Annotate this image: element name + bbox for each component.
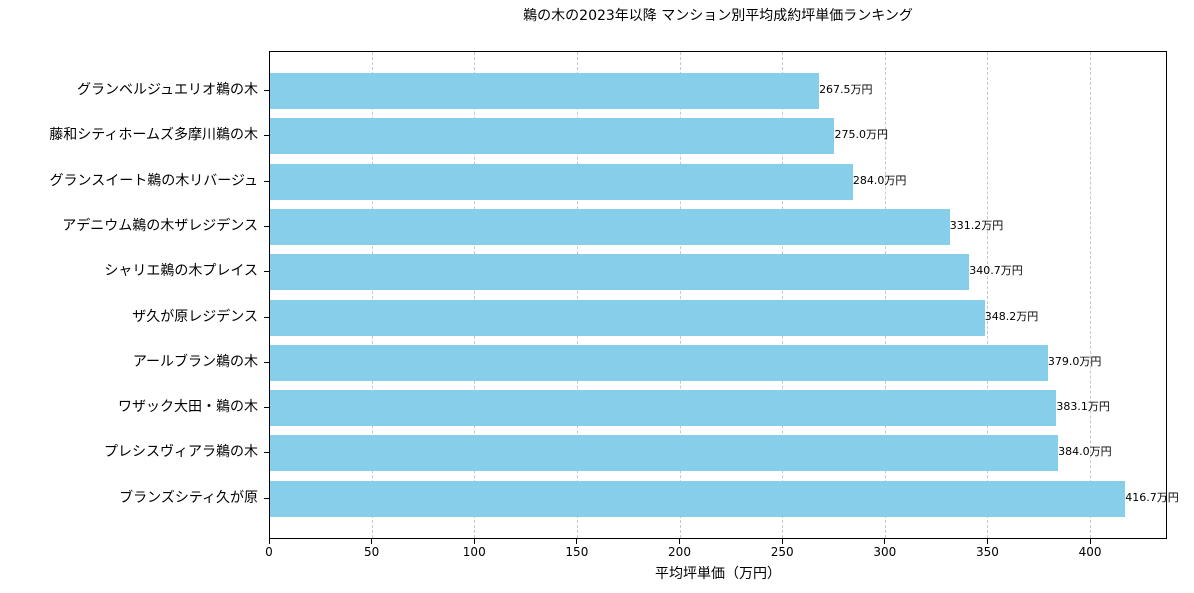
y-tick	[264, 407, 269, 409]
y-tick-label: ブランズシティ久が原	[119, 489, 258, 506]
bar	[270, 118, 835, 155]
x-tick	[679, 539, 680, 544]
x-tick	[781, 539, 783, 544]
bar-value-label: 331.2万円	[949, 218, 1004, 232]
x-tick	[473, 539, 475, 544]
gridline	[782, 52, 784, 538]
gridline	[1090, 52, 1092, 538]
bar-value-label: 416.7万円	[1125, 490, 1179, 504]
bar-value-label: 348.2万円	[984, 309, 1039, 323]
y-tick	[264, 316, 269, 318]
y-tick	[264, 361, 269, 363]
bar	[270, 208, 950, 245]
x-tick-label: 250	[770, 545, 794, 559]
x-tick-label: 400	[1078, 545, 1102, 559]
gridline	[679, 52, 681, 538]
bar	[270, 390, 1057, 427]
x-axis-title: 平均坪単価（万円）	[655, 566, 781, 582]
gridline	[884, 52, 886, 538]
bar-value-label: 267.5万円	[819, 83, 873, 96]
bar	[270, 480, 1126, 517]
x-tick	[986, 539, 988, 544]
bar-value-label: 284.0万円	[852, 173, 907, 187]
x-tick-label: 150	[565, 545, 589, 559]
y-tick-label: シャリエ鵜の木プレイス	[104, 263, 258, 280]
y-tick	[264, 225, 269, 227]
plot-area	[269, 51, 1167, 539]
bar-value-label: 384.0万円	[1058, 445, 1112, 459]
y-tick	[264, 497, 269, 499]
y-tick	[264, 180, 269, 182]
gridline	[987, 52, 989, 538]
y-tick	[264, 271, 269, 273]
chart-title: 鵜の木の2023年以降 マンション別平均成約坪単価ランキング	[523, 8, 913, 24]
bar	[270, 163, 853, 200]
x-tick	[576, 539, 578, 544]
y-tick	[264, 135, 269, 137]
gridline	[371, 52, 373, 538]
bar	[270, 73, 820, 109]
y-tick	[264, 90, 269, 91]
y-tick-label: 藤和シティホームズ多摩川鵜の木	[49, 127, 258, 144]
bar	[270, 435, 1059, 472]
x-tick-label: 300	[873, 545, 897, 559]
x-tick-label: 100	[462, 545, 486, 559]
y-tick	[264, 452, 269, 454]
y-tick-label: グランベルジュエリオ鵜の木	[76, 82, 258, 98]
x-tick-label: 350	[975, 545, 999, 559]
y-tick-label: グランスイート鵜の木リバージュ	[49, 172, 258, 189]
x-tick-label: 50	[363, 545, 380, 559]
x-tick-label: 200	[668, 545, 691, 559]
y-tick-label: ワザック大田・鵜の木	[118, 399, 258, 416]
gridline	[474, 52, 476, 538]
bar	[270, 344, 1048, 381]
y-tick-label: アデニウム鵜の木ザレジデンス	[62, 217, 258, 234]
x-tick-label: 0	[265, 545, 273, 559]
gridline	[576, 52, 578, 538]
x-tick	[884, 539, 886, 544]
x-tick	[268, 539, 270, 544]
bar	[270, 254, 970, 291]
y-tick-label: アールブラン鵜の木	[132, 353, 258, 370]
x-tick	[371, 539, 373, 544]
y-tick-label: プレシスヴィアラ鵜の木	[104, 444, 258, 461]
bar-value-label: 340.7万円	[969, 264, 1023, 278]
bar-value-label: 379.0万円	[1047, 354, 1102, 368]
bar-value-label: 383.1万円	[1056, 400, 1110, 414]
bar-value-label: 275.0万円	[834, 128, 888, 142]
y-tick-label: ザ久が原レジデンス	[132, 308, 258, 325]
x-tick	[1089, 539, 1091, 544]
bar	[270, 299, 985, 336]
